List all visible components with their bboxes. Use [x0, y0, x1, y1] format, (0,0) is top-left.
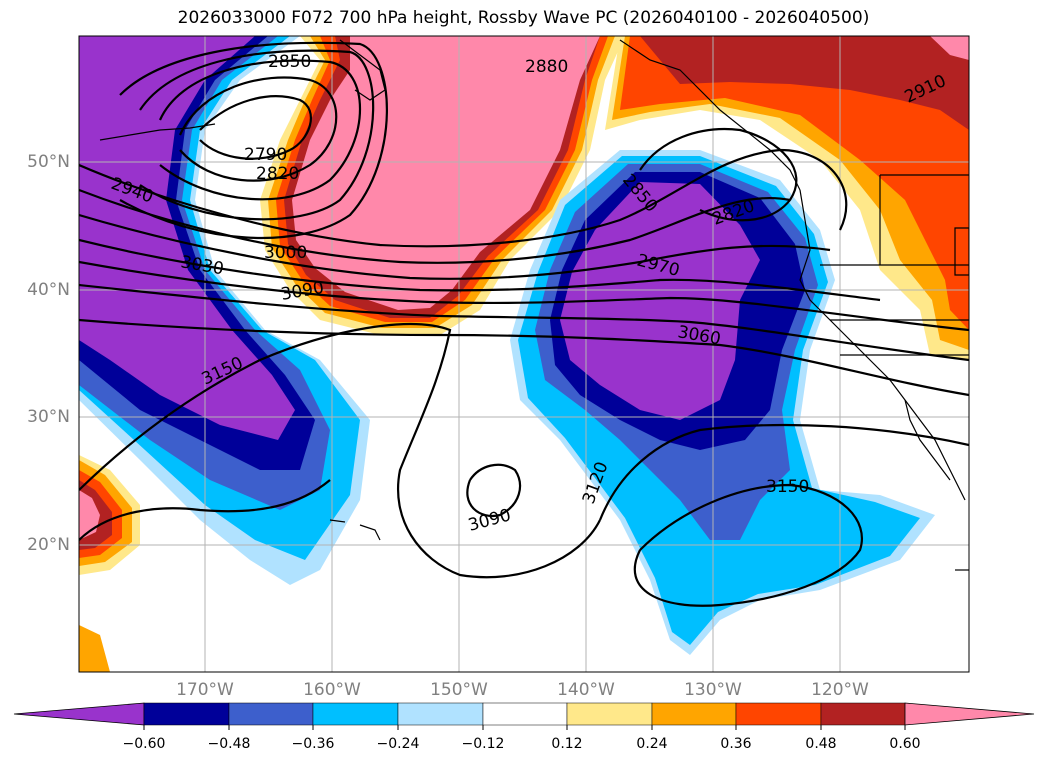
pos-anomaly-ne-darkred [640, 36, 969, 130]
lon-label-140w: 140°W [557, 680, 615, 700]
pos-anomaly-sw-lower [79, 625, 110, 672]
colorbar-segment [566, 702, 653, 726]
colorbar-tick-label: 0.12 [551, 736, 583, 752]
height-contours [79, 41, 969, 607]
colorbar-segment [143, 702, 230, 726]
contour-label: 2850 [268, 52, 311, 72]
colorbar-tick-label: 0.60 [889, 736, 921, 752]
colorbar-tick-label: −0.24 [376, 736, 420, 752]
lat-label-20n: 20°N [27, 535, 70, 555]
pos-anomaly-ne-pink [930, 36, 969, 60]
colorbar-ticks [143, 725, 906, 730]
map-title: 2026033000 F072 700 hPa height, Rossby W… [177, 8, 870, 28]
colorbar-segment [735, 702, 822, 726]
colorbar-tick-label: 0.24 [636, 736, 668, 752]
neg-anomaly-east-purple [560, 182, 760, 420]
colorbar-segment [820, 702, 906, 726]
contour-label: 3150 [766, 477, 809, 497]
colorbar-tick-label: 0.36 [720, 736, 752, 752]
neg-anomaly-west-purple [79, 36, 295, 440]
lat-label-40n: 40°N [27, 280, 70, 300]
colorbar-tick-label: −0.48 [207, 736, 251, 752]
lon-label-120w: 120°W [811, 680, 869, 700]
pos-anomaly-ne-red [620, 36, 969, 330]
colorbar-segment [228, 702, 314, 726]
contour-label: 2820 [256, 164, 299, 184]
shading-layer [79, 36, 969, 672]
lon-label-150w: 150°W [430, 680, 488, 700]
colorbar-low-extend [13, 702, 145, 726]
coastlines [99, 39, 969, 571]
colorbar-tick-label: −0.12 [461, 736, 505, 752]
map-frame [78, 35, 970, 673]
colorbar-segment [312, 702, 399, 726]
colorbar-segment [651, 702, 737, 726]
contour-label: 2880 [525, 57, 568, 77]
lat-label-50n: 50°N [27, 152, 70, 172]
colorbar-segment [482, 702, 568, 726]
colorbar-segment [397, 702, 484, 726]
lon-label-160w: 160°W [303, 680, 361, 700]
colorbar [13, 702, 1035, 730]
lon-label-170w: 170°W [176, 680, 234, 700]
lat-label-30n: 30°N [27, 407, 70, 427]
lon-label-130w: 130°W [684, 680, 742, 700]
pos-anomaly-west-pink [292, 36, 600, 310]
colorbar-tick-label: −0.36 [291, 736, 335, 752]
contour-label: 2790 [244, 145, 287, 165]
colorbar-tick-label: 0.48 [805, 736, 837, 752]
colorbar-tick-label: −0.60 [122, 736, 166, 752]
colorbar-high-extend [904, 702, 1035, 726]
contour-label: 3000 [264, 243, 307, 263]
